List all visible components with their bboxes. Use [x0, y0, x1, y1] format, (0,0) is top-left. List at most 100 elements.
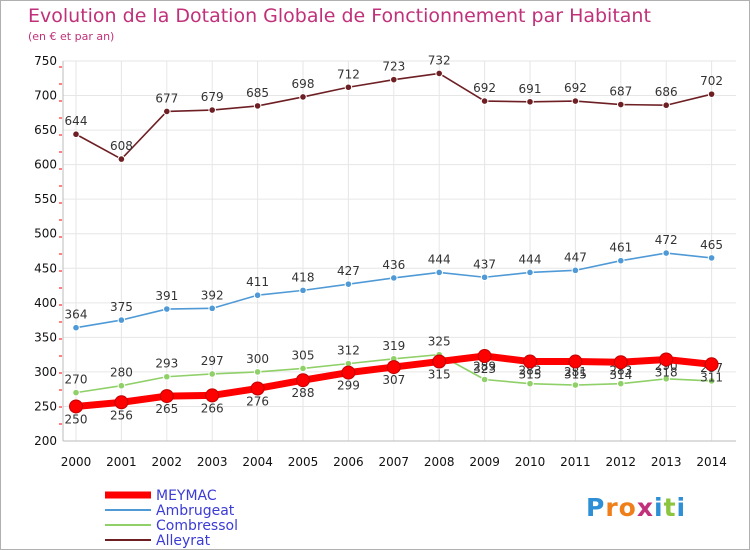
x-tick-label: 2013: [651, 455, 682, 469]
data-point-ambrugeat: [163, 305, 171, 313]
data-point-alleyrat: [480, 97, 489, 105]
data-label-ambrugeat: 437: [473, 257, 496, 271]
data-point-meymac: [523, 354, 537, 369]
data-label-meymac: 265: [155, 402, 178, 416]
data-point-ambrugeat: [253, 291, 262, 300]
y-tick-label: 600: [34, 158, 57, 172]
chart-subtitle: (en € et par an): [28, 30, 115, 43]
data-point-combressol: [662, 375, 671, 383]
data-label-alleyrat: 608: [110, 139, 133, 153]
data-label-meymac: 323: [473, 362, 496, 376]
data-label-ambrugeat: 375: [110, 300, 133, 314]
data-label-alleyrat: 686: [655, 85, 678, 99]
data-label-alleyrat: 692: [473, 81, 496, 95]
data-label-ambrugeat: 461: [609, 241, 632, 255]
logo-letter: r: [605, 493, 619, 522]
data-label-meymac: 314: [609, 368, 632, 382]
proxiti-logo[interactable]: Proxiti: [586, 493, 686, 522]
data-label-meymac: 299: [337, 379, 360, 393]
data-point-combressol: [526, 379, 534, 388]
x-tick-label: 2001: [106, 455, 137, 469]
y-tick-label: 350: [34, 330, 57, 344]
data-point-meymac: [296, 373, 310, 388]
y-tick-label: 450: [34, 261, 57, 275]
data-point-alleyrat: [571, 97, 580, 105]
legend-label-meymac: MEYMAC: [156, 488, 217, 504]
data-point-alleyrat: [208, 106, 216, 114]
data-label-meymac: 315: [519, 368, 542, 382]
data-point-combressol: [299, 364, 307, 373]
data-point-ambrugeat: [299, 286, 307, 295]
legend-label-combressol: Combressol: [156, 518, 238, 534]
data-point-meymac: [205, 388, 220, 403]
data-label-alleyrat: 702: [700, 74, 723, 88]
x-tick-label: 2014: [696, 455, 727, 469]
data-point-meymac: [114, 395, 129, 410]
data-label-alleyrat: 677: [155, 91, 178, 105]
data-label-alleyrat: 732: [428, 53, 451, 67]
y-tick-label: 400: [34, 296, 57, 310]
data-point-alleyrat: [662, 101, 671, 110]
y-tick-label: 700: [34, 89, 57, 103]
data-point-meymac: [704, 357, 719, 372]
y-tick-label: 500: [34, 227, 57, 241]
data-label-combressol: 281: [564, 365, 587, 379]
data-point-ambrugeat: [707, 254, 716, 262]
data-point-meymac: [568, 354, 583, 369]
data-label-combressol: 283: [609, 364, 632, 378]
data-point-ambrugeat: [390, 274, 398, 282]
data-point-alleyrat: [390, 75, 398, 84]
data-point-ambrugeat: [571, 266, 580, 275]
data-point-meymac: [159, 389, 174, 404]
data-point-ambrugeat: [480, 273, 489, 282]
y-tick-label: 650: [34, 123, 57, 137]
data-label-meymac: 315: [564, 368, 587, 382]
y-tick-label: 300: [34, 365, 57, 379]
data-label-combressol: 312: [337, 344, 360, 358]
x-tick-label: 2010: [515, 455, 546, 469]
data-point-ambrugeat: [526, 268, 534, 277]
data-point-meymac: [659, 352, 674, 367]
data-point-alleyrat: [163, 107, 171, 116]
data-point-combressol: [571, 381, 580, 389]
data-label-alleyrat: 723: [382, 60, 405, 74]
data-label-alleyrat: 698: [292, 77, 315, 91]
data-point-combressol: [72, 388, 80, 397]
data-point-ambrugeat: [117, 316, 126, 324]
data-label-combressol: 289: [473, 360, 496, 374]
data-label-ambrugeat: 364: [65, 308, 88, 322]
x-tick-label: 2009: [469, 455, 500, 469]
data-label-combressol: 280: [110, 366, 133, 380]
x-tick-label: 2008: [424, 455, 455, 469]
data-label-alleyrat: 687: [609, 85, 632, 99]
data-label-ambrugeat: 392: [201, 288, 224, 302]
logo-letter: o: [618, 493, 637, 522]
data-point-meymac: [386, 360, 401, 375]
data-point-meymac: [613, 355, 628, 370]
legend-label-ambrugeat: Ambrugeat: [156, 503, 235, 519]
x-tick-label: 2012: [606, 455, 637, 469]
data-label-combressol: 297: [201, 354, 224, 368]
data-label-combressol: 305: [292, 348, 315, 362]
data-point-ambrugeat: [344, 280, 353, 288]
data-point-alleyrat: [72, 130, 80, 139]
data-label-ambrugeat: 427: [337, 264, 360, 278]
data-point-alleyrat: [435, 69, 444, 78]
data-label-combressol: 319: [382, 339, 405, 353]
data-point-ambrugeat: [662, 249, 671, 257]
x-tick-label: 2007: [379, 455, 410, 469]
data-point-ambrugeat: [72, 323, 80, 332]
y-tick-label: 250: [34, 399, 57, 413]
logo-letter: t: [663, 493, 677, 522]
data-point-meymac: [250, 381, 265, 396]
y-tick-label: 200: [34, 434, 57, 448]
data-label-meymac: 266: [201, 401, 224, 415]
plot-area: [63, 61, 736, 441]
data-label-ambrugeat: 472: [655, 233, 678, 247]
y-tick-label: 550: [34, 192, 57, 206]
data-point-alleyrat: [299, 93, 307, 101]
data-label-ambrugeat: 465: [700, 238, 723, 252]
data-point-alleyrat: [617, 100, 625, 109]
data-label-meymac: 318: [655, 365, 678, 379]
data-label-combressol: 283: [519, 364, 542, 378]
